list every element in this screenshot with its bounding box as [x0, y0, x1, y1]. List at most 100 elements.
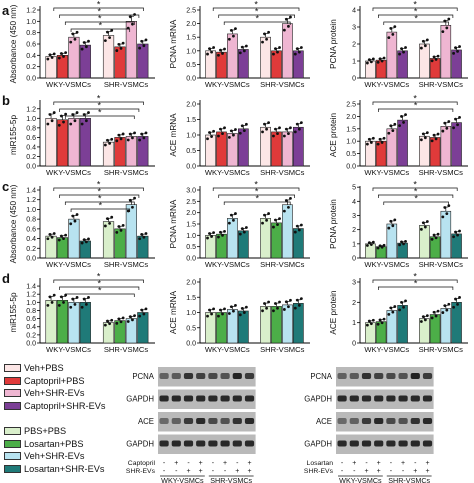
- data-point: [219, 230, 222, 234]
- data-point: [57, 123, 61, 127]
- data-point: [208, 131, 211, 134]
- data-point: [369, 322, 373, 326]
- y-axis-label: miR155-5p: [9, 115, 18, 155]
- data-point: [50, 119, 54, 123]
- significance-bracket: [59, 286, 140, 290]
- data-point: [106, 138, 109, 142]
- data-point: [297, 50, 301, 54]
- data-point: [238, 131, 242, 135]
- significance-star: *: [413, 180, 417, 190]
- y-tick-label: 1.5: [186, 117, 196, 124]
- data-point: [282, 134, 286, 138]
- legend-item: Losartan+PBS: [4, 438, 104, 451]
- significance-bracket: [212, 187, 300, 191]
- blot-row-label: ACE: [316, 417, 332, 426]
- data-point: [212, 231, 215, 235]
- data-point: [265, 127, 268, 131]
- blot-band: [337, 418, 347, 424]
- blot-band: [361, 395, 372, 402]
- data-point: [287, 205, 290, 209]
- data-point: [46, 237, 50, 241]
- data-point: [380, 321, 384, 325]
- y-tick-label: 1.0: [346, 139, 356, 146]
- data-point: [87, 296, 90, 299]
- blot-sign: +: [174, 460, 178, 467]
- y-tick-label: 0.6: [26, 226, 36, 233]
- data-point: [126, 138, 130, 142]
- data-point: [371, 136, 375, 140]
- significance-bracket: [59, 14, 140, 18]
- data-point: [223, 307, 226, 311]
- data-point: [458, 45, 461, 48]
- significance-bracket: [372, 7, 458, 11]
- blot-band: [386, 373, 396, 379]
- data-point: [447, 302, 451, 306]
- y-tick-label: 0.2: [26, 246, 36, 253]
- data-point: [142, 44, 146, 48]
- blot-strip: [158, 389, 256, 409]
- data-point: [142, 136, 146, 140]
- data-point: [115, 49, 119, 52]
- y-tick-label: 0.0: [26, 256, 36, 263]
- significance-star: *: [254, 180, 258, 190]
- y-axis-label: ACE protein: [329, 112, 338, 157]
- blot-sign: -: [236, 460, 239, 467]
- data-point: [378, 57, 382, 61]
- data-point: [382, 56, 386, 60]
- data-point: [371, 318, 375, 322]
- data-point: [436, 132, 440, 136]
- data-point: [299, 223, 303, 227]
- data-point: [142, 235, 146, 239]
- data-point: [367, 241, 371, 245]
- data-point: [117, 317, 121, 321]
- data-point: [398, 243, 401, 247]
- data-point: [272, 309, 275, 313]
- significance-bracket: [372, 101, 458, 105]
- data-point: [454, 46, 457, 50]
- significance-star: *: [98, 14, 102, 24]
- significance-bracket: [372, 279, 458, 283]
- x-axis-label: WKY-VSMCs: [46, 168, 91, 177]
- blot-sign: +: [377, 460, 381, 467]
- legend-swatch: [4, 376, 21, 385]
- data-point: [110, 29, 114, 32]
- blot-treatment-label: Captopril: [128, 460, 156, 467]
- blot-group-label: WKY-VSMCs: [339, 476, 382, 483]
- blot-band: [374, 395, 384, 402]
- legend-item: Veh+SHR-EVs: [4, 387, 105, 400]
- y-axis-label: PCNA mRNA: [169, 19, 178, 68]
- blot-sign: +: [186, 468, 190, 475]
- data-point: [261, 221, 264, 225]
- data-point: [297, 127, 301, 131]
- significance-bracket: [70, 208, 131, 212]
- blot-band: [422, 395, 433, 402]
- data-point: [400, 240, 403, 244]
- data-point: [82, 297, 86, 301]
- data-point: [121, 223, 125, 227]
- significance-star: *: [414, 101, 418, 111]
- data-point: [230, 129, 233, 133]
- blot-band: [208, 440, 218, 447]
- significance-bracket: [378, 108, 454, 112]
- data-point: [367, 137, 371, 141]
- data-point: [227, 37, 231, 41]
- data-point: [242, 311, 246, 314]
- data-point: [274, 218, 277, 222]
- data-point: [64, 233, 68, 237]
- bar: [282, 204, 293, 259]
- data-point: [432, 55, 436, 59]
- data-point: [140, 232, 144, 236]
- significance-star: *: [413, 0, 417, 10]
- significance-star: *: [255, 7, 259, 17]
- data-point: [382, 136, 386, 140]
- data-point: [282, 28, 286, 32]
- data-point: [434, 58, 438, 61]
- bar: [386, 31, 398, 79]
- y-tick-label: 0.0: [26, 164, 36, 171]
- x-axis-label: WKY-VSMCs: [364, 260, 409, 269]
- blot-sign: +: [364, 468, 368, 475]
- legend-item: Losartan+SHR-EVs: [4, 463, 104, 476]
- blot-group-label: WKY-VSMCs: [161, 476, 204, 483]
- blot-sign: +: [413, 468, 417, 475]
- data-point: [75, 30, 79, 34]
